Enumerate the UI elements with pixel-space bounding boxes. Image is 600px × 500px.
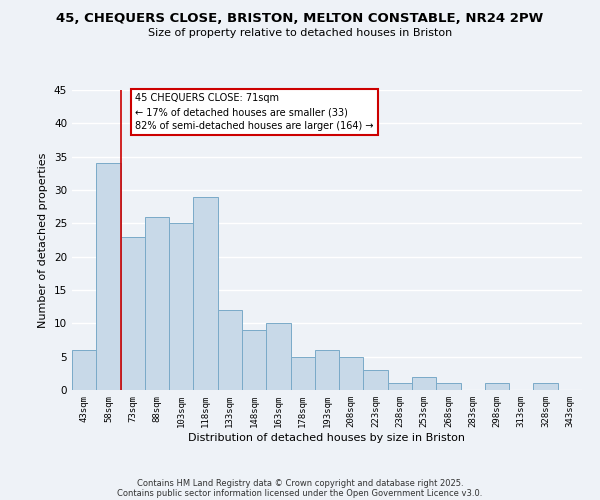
Bar [290,356,315,390]
Text: Size of property relative to detached houses in Briston: Size of property relative to detached ho… [148,28,452,38]
Y-axis label: Number of detached properties: Number of detached properties [38,152,49,328]
Bar [242,330,266,390]
X-axis label: Distribution of detached houses by size in Briston: Distribution of detached houses by size … [188,432,466,442]
Bar [339,356,364,390]
Bar [145,216,169,390]
Bar [436,384,461,390]
Bar [72,350,96,390]
Bar [193,196,218,390]
Bar [121,236,145,390]
Text: 45 CHEQUERS CLOSE: 71sqm
← 17% of detached houses are smaller (33)
82% of semi-d: 45 CHEQUERS CLOSE: 71sqm ← 17% of detach… [135,94,374,132]
Bar [169,224,193,390]
Bar [315,350,339,390]
Bar [96,164,121,390]
Bar [218,310,242,390]
Bar [533,384,558,390]
Bar [266,324,290,390]
Text: 45, CHEQUERS CLOSE, BRISTON, MELTON CONSTABLE, NR24 2PW: 45, CHEQUERS CLOSE, BRISTON, MELTON CONS… [56,12,544,26]
Text: Contains HM Land Registry data © Crown copyright and database right 2025.: Contains HM Land Registry data © Crown c… [137,478,463,488]
Text: Contains public sector information licensed under the Open Government Licence v3: Contains public sector information licen… [118,488,482,498]
Bar [485,384,509,390]
Bar [364,370,388,390]
Bar [412,376,436,390]
Bar [388,384,412,390]
